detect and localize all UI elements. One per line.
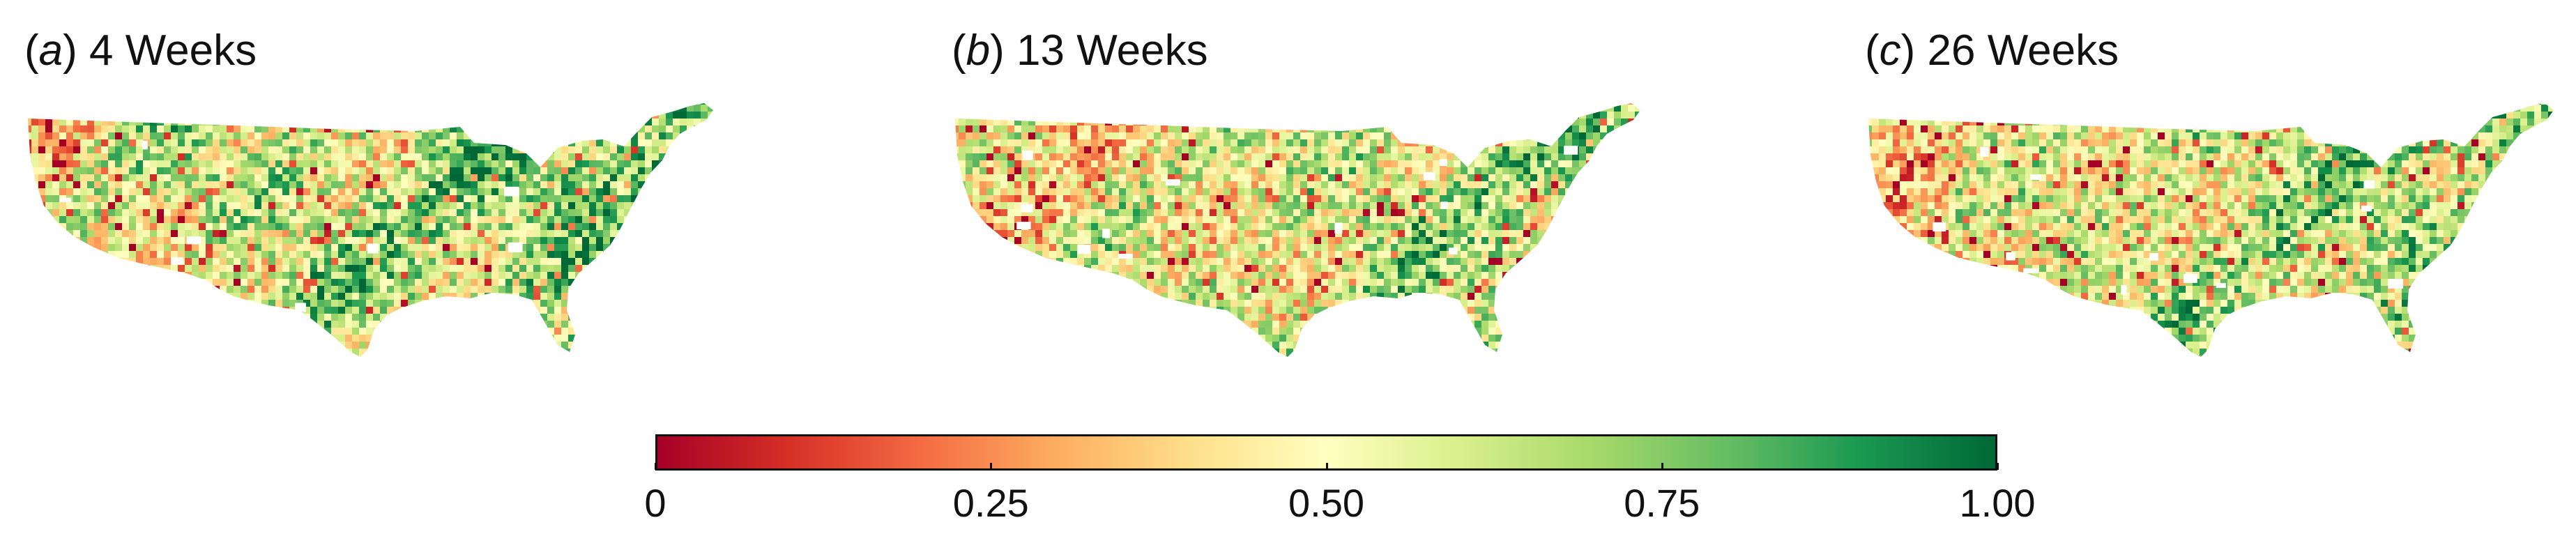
conus-map-b <box>955 103 1640 357</box>
colorbar-tick-025: 0.25 <box>952 481 1029 525</box>
colorbar-tick-050: 0.50 <box>1288 481 1364 525</box>
map-field <box>28 103 713 357</box>
colorbar-tick-100: 1.00 <box>1959 481 2036 525</box>
panel-title-c: (c) 26 Weeks <box>1865 26 2119 75</box>
panel-title-b: (b) 13 Weeks <box>952 26 1208 75</box>
panel-b: (b) 13 Weeks <box>952 0 1684 418</box>
panel-c: (c) 26 Weeks <box>1865 0 2576 418</box>
colorbar-tick-mark <box>990 463 993 470</box>
colorbar-tick-075: 0.75 <box>1624 481 1700 525</box>
colorbar-tick-mark <box>1325 463 1328 470</box>
map-field <box>1868 103 2554 357</box>
panel-a: (a) 4 Weeks <box>24 0 756 418</box>
conus-map-a <box>28 103 713 357</box>
panel-title-a: (a) 4 Weeks <box>24 26 257 75</box>
colorbar-tick-mark <box>655 463 657 470</box>
map-field <box>955 103 1640 357</box>
colorbar-tick-0: 0 <box>644 481 666 525</box>
colorbar-tick-mark <box>1661 463 1663 470</box>
conus-map-c <box>1868 103 2554 357</box>
colorbar-tick-mark <box>1997 463 1999 470</box>
